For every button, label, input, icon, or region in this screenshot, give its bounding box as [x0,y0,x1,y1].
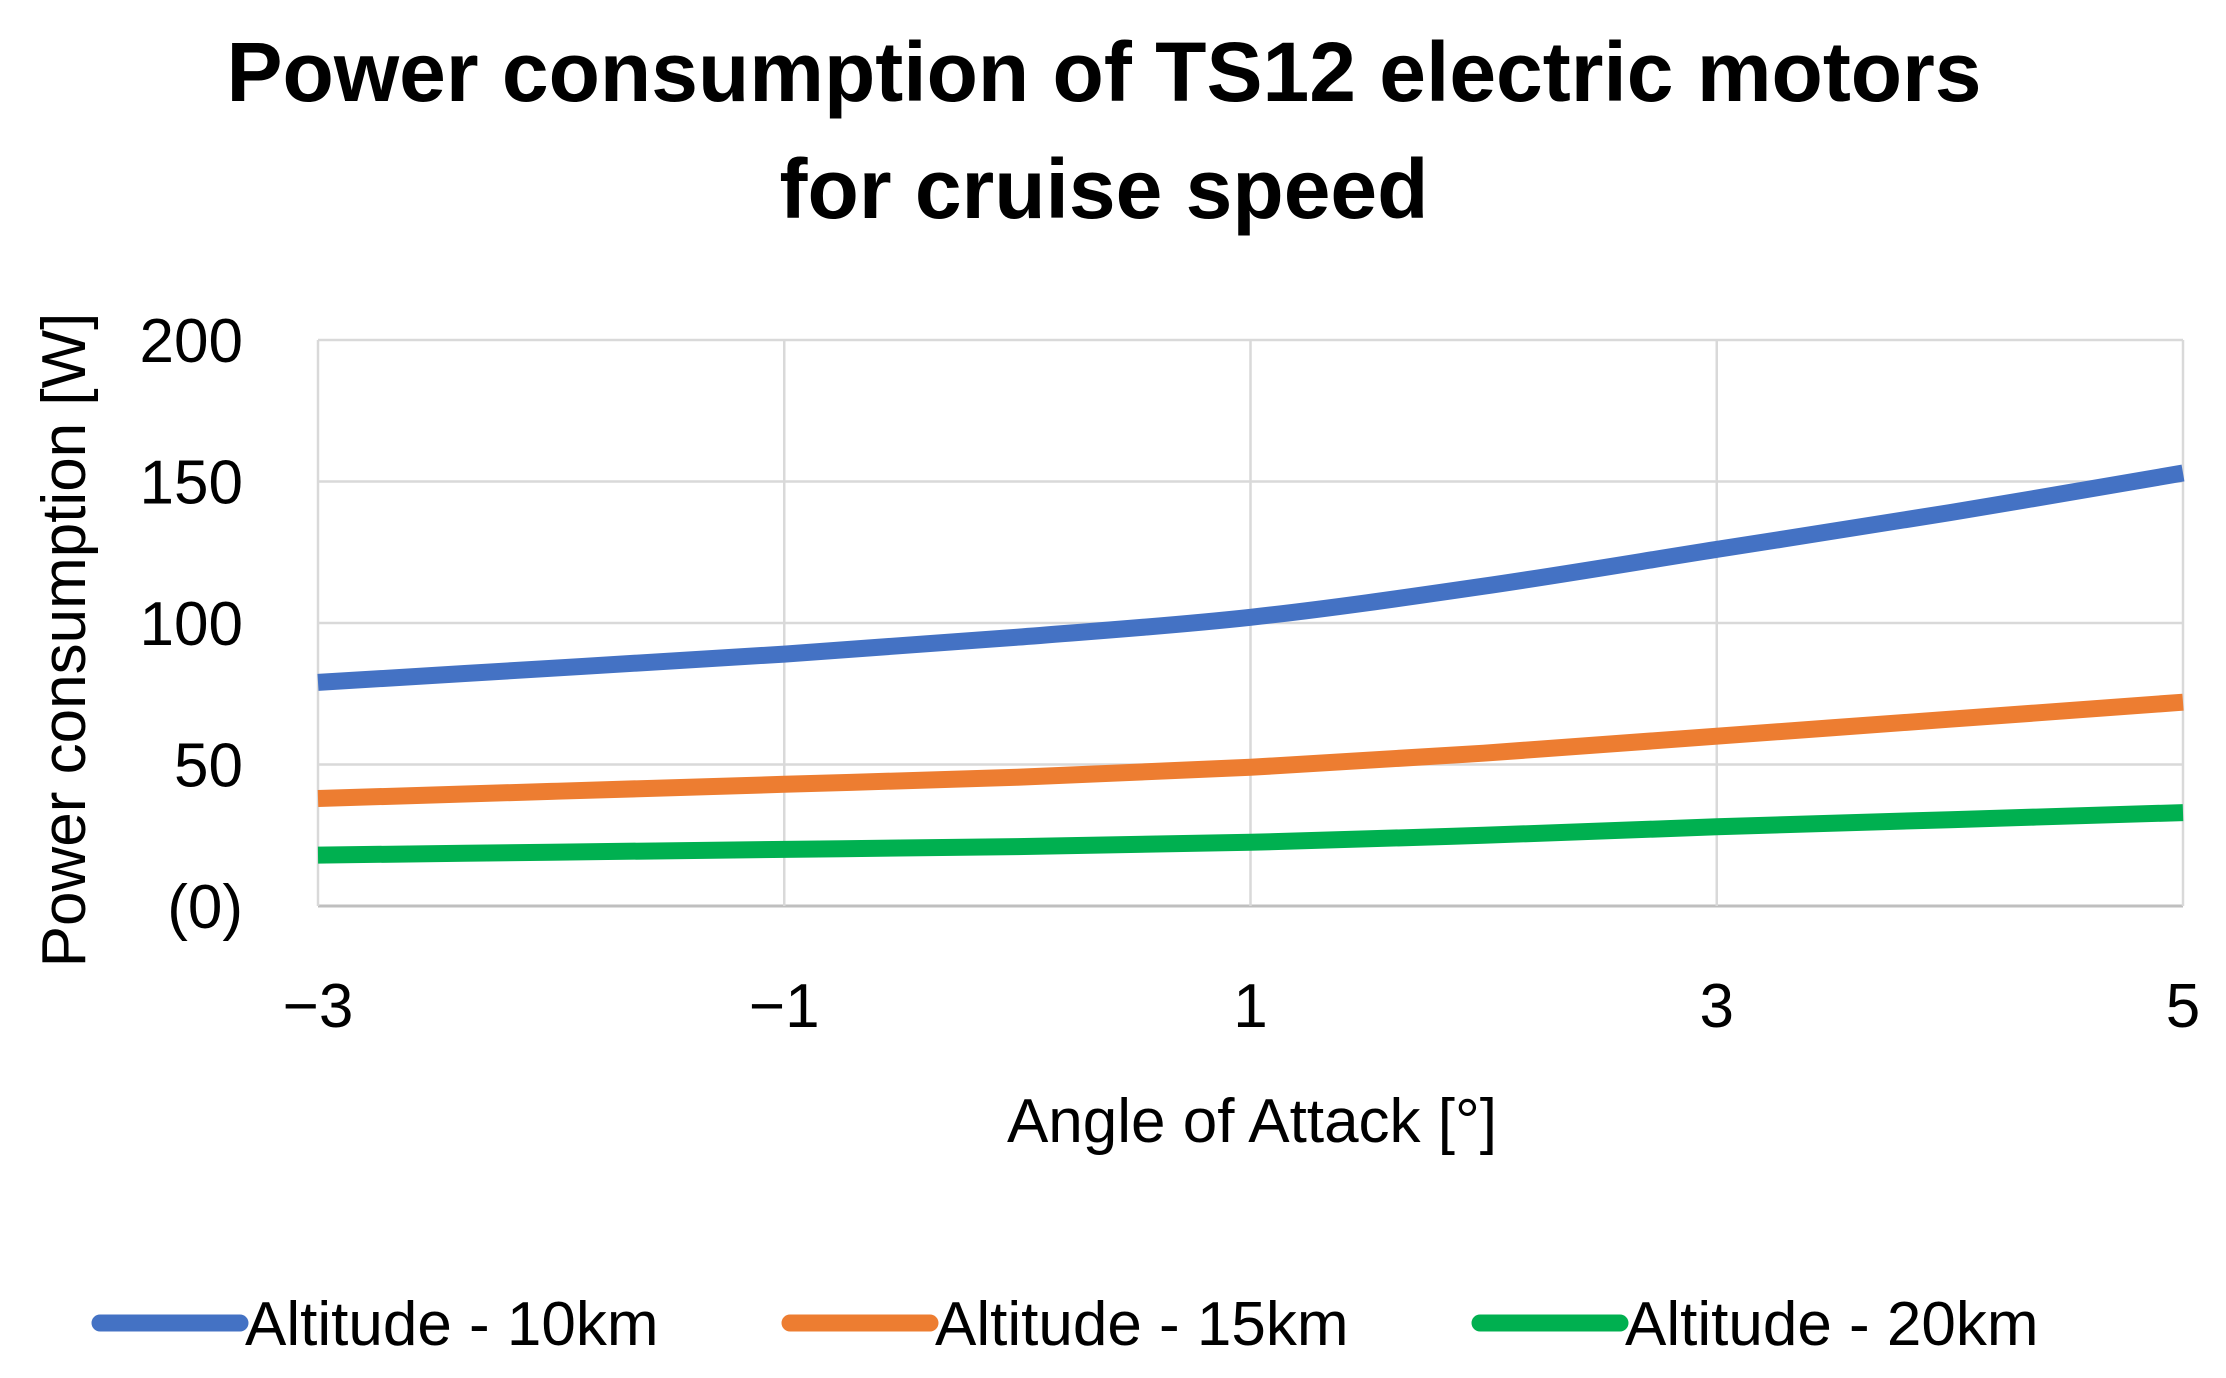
legend-label-altitude-15km: Altitude - 15km [935,1290,1349,1359]
y-tick-label: 150 [140,449,243,518]
chart-title-line-2: for cruise speed [780,142,1429,236]
legend: Altitude - 10km Altitude - 15km Altitude -… [91,1290,2039,1359]
x-tick-label: 5 [2166,972,2200,1041]
x-tick-label: 3 [1700,972,1734,1041]
legend-label-altitude-10km: Altitude - 10km [245,1290,659,1359]
chart-title-line-1: Power consumption of TS12 electric motor… [226,25,1981,119]
x-tick-labels: −3 −1 1 3 5 [283,972,2201,1041]
series-line-altitude-20km [317,804,2184,864]
x-tick-label: −3 [283,972,354,1041]
y-tick-labels: (0) 50 100 150 200 [140,307,243,942]
y-tick-label: (0) [167,873,243,942]
y-tick-label: 50 [174,732,243,801]
y-tick-label: 100 [140,590,243,659]
y-tick-label: 200 [140,307,243,376]
x-axis-title: Angle of Attack [°] [1007,1087,1497,1156]
legend-label-altitude-20km: Altitude - 20km [1625,1290,2039,1359]
series-line-altitude-10km [317,464,2185,691]
y-axis-title: Power consumption [W] [30,313,99,968]
x-tick-label: −1 [749,972,820,1041]
series-lines [317,464,2185,864]
series-line-altitude-15km [317,693,2184,807]
x-tick-label: 1 [1233,972,1267,1041]
